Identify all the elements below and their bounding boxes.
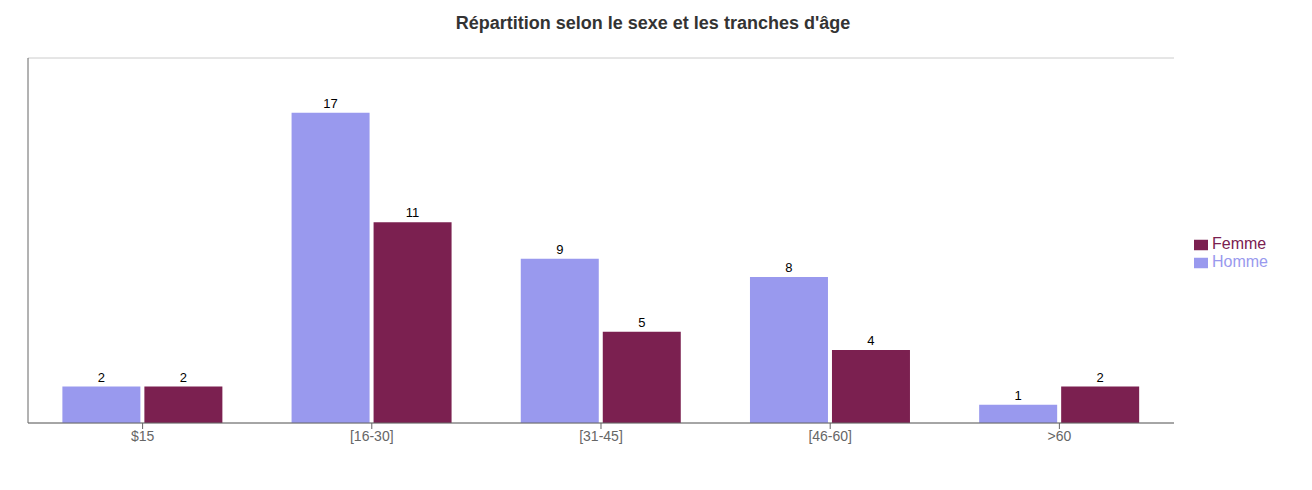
svg-text:[46-60]: [46-60] — [808, 428, 852, 444]
svg-text:9: 9 — [556, 242, 563, 257]
html-text:Homme: Homme — [1212, 253, 1268, 270]
html-text:Femme: Femme — [1212, 235, 1267, 252]
html-text:Répartition selon le sexe et l: Répartition selon le sexe et les tranche… — [455, 13, 851, 33]
svg-text:[16-30]: [16-30] — [350, 428, 394, 444]
svg-text:2: 2 — [180, 370, 187, 385]
svg-text:1: 1 — [1015, 388, 1022, 403]
svg-text:[31-45]: [31-45] — [579, 428, 623, 444]
svg-text:5: 5 — [638, 315, 645, 330]
svg-text:2: 2 — [1097, 370, 1104, 385]
svg-text:2: 2 — [98, 370, 105, 385]
svg-text:>60: >60 — [1048, 428, 1072, 444]
svg-text:8: 8 — [785, 260, 792, 275]
svg-text:17: 17 — [323, 96, 337, 111]
svg-text:4: 4 — [867, 333, 874, 348]
svg-text:$15: $15 — [131, 428, 155, 444]
svg-text:11: 11 — [406, 205, 420, 220]
